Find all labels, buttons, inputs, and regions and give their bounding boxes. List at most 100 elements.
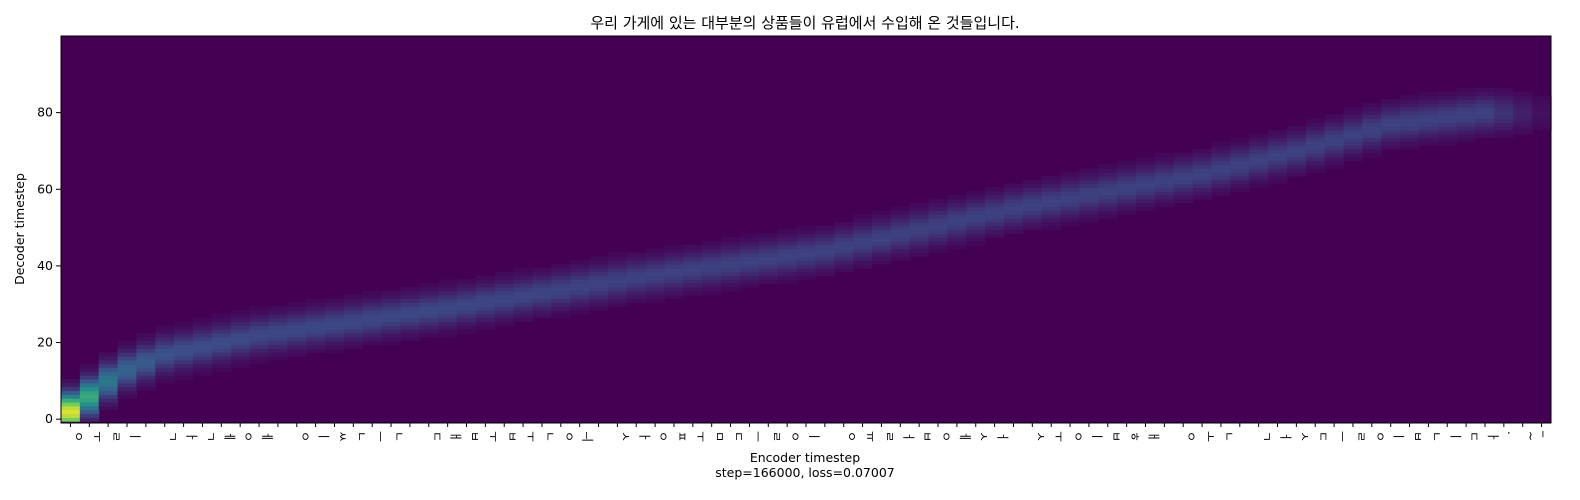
heat-cell <box>98 394 119 399</box>
heat-cell <box>400 313 420 319</box>
heat-cell <box>362 309 383 315</box>
heat-cell <box>570 309 590 315</box>
heat-cell <box>966 218 986 223</box>
heat-cell <box>325 329 345 334</box>
heat-cell <box>626 283 647 288</box>
heat-cell <box>211 344 232 349</box>
heat-cell <box>381 340 402 346</box>
heat-cell <box>985 187 1005 192</box>
heat-cell <box>739 279 760 284</box>
x-tick-label: ㄷ <box>1316 431 1330 442</box>
heat-cell <box>1004 214 1024 219</box>
heat-cell <box>438 290 458 296</box>
heat-cell <box>117 340 138 346</box>
heat-cell <box>872 248 892 254</box>
heat-cell <box>815 252 835 257</box>
heat-cell <box>1060 198 1081 204</box>
heat-cell <box>796 244 817 250</box>
heat-cell <box>1324 133 1345 139</box>
heat-cell <box>1268 164 1288 169</box>
heat-cell <box>1456 99 1477 104</box>
heat-cell <box>1400 110 1420 116</box>
heat-cell <box>287 313 307 319</box>
heat-cell <box>1004 183 1024 188</box>
heat-cell <box>79 382 100 388</box>
heat-cell <box>1041 225 1062 231</box>
heat-cell <box>872 221 892 227</box>
heat-cell <box>947 195 967 200</box>
heat-cell <box>739 256 760 261</box>
y-tick-label: 40 <box>37 258 53 273</box>
heat-cell <box>777 263 798 269</box>
heat-cell <box>853 233 873 238</box>
heat-cell <box>815 240 835 246</box>
heat-cell <box>796 252 817 257</box>
heat-cell <box>1136 206 1156 211</box>
heat-cell <box>1286 160 1307 165</box>
heat-cell <box>1154 191 1175 196</box>
heat-cell <box>513 275 534 280</box>
heat-cell <box>1475 122 1496 127</box>
heat-cell <box>796 260 817 265</box>
heat-cell <box>249 359 270 365</box>
heat-cell <box>457 321 477 326</box>
x-tick-label: . <box>1505 431 1519 435</box>
heat-cell <box>381 302 402 307</box>
heat-cell <box>626 263 647 269</box>
heat-cell <box>815 256 835 261</box>
heat-cell <box>1192 187 1213 192</box>
heat-cell <box>475 286 496 292</box>
heat-cell <box>1532 106 1552 112</box>
heat-cell <box>1324 114 1345 119</box>
heat-cell <box>1513 110 1533 116</box>
heat-cell <box>1494 87 1514 93</box>
heat-cell <box>155 352 175 357</box>
heat-cell <box>1041 202 1062 208</box>
heat-cell <box>325 306 345 311</box>
heat-cell <box>1418 106 1439 112</box>
heat-cell <box>1136 202 1156 208</box>
heat-cell <box>626 294 647 300</box>
heat-cell <box>928 210 949 215</box>
heat-cell <box>1211 175 1231 181</box>
heat-cell <box>306 336 326 342</box>
heat-cell <box>834 225 854 231</box>
heat-cell <box>739 275 760 280</box>
heat-cell <box>947 214 967 219</box>
heat-cell <box>1154 202 1175 208</box>
heat-cell <box>381 306 402 311</box>
heat-cell <box>589 294 609 300</box>
heat-cell <box>1249 152 1269 158</box>
heat-cell <box>1305 149 1326 154</box>
heat-cell <box>1494 99 1514 104</box>
heat-cell <box>343 332 364 338</box>
heat-cell <box>381 313 402 319</box>
heat-cell <box>1079 179 1099 185</box>
heat-cell <box>1230 141 1250 146</box>
heat-cell <box>249 348 270 353</box>
heat-cell <box>494 275 515 280</box>
heat-cell <box>1004 206 1024 211</box>
heat-cell <box>1117 187 1137 192</box>
heat-cell <box>683 290 703 296</box>
heat-cell <box>457 313 477 319</box>
heat-cell <box>909 240 930 246</box>
heat-cell <box>758 256 779 261</box>
heat-cell <box>1079 214 1099 219</box>
heat-cell <box>155 371 175 376</box>
heat-cell <box>1362 137 1382 142</box>
heat-cell <box>872 210 892 215</box>
heat-cell <box>1324 156 1345 162</box>
heat-cell <box>343 298 364 303</box>
heat-cell <box>702 267 722 273</box>
heat-cell <box>438 313 458 319</box>
heat-cell <box>1004 218 1024 223</box>
heat-cell <box>815 271 835 277</box>
heat-cell <box>174 321 194 326</box>
heat-cell <box>400 302 420 307</box>
heat-cell <box>1041 214 1062 219</box>
heat-cell <box>834 260 854 265</box>
heat-cell <box>1041 218 1062 223</box>
heat-cell <box>1211 145 1231 150</box>
heat-cell <box>1249 133 1269 139</box>
